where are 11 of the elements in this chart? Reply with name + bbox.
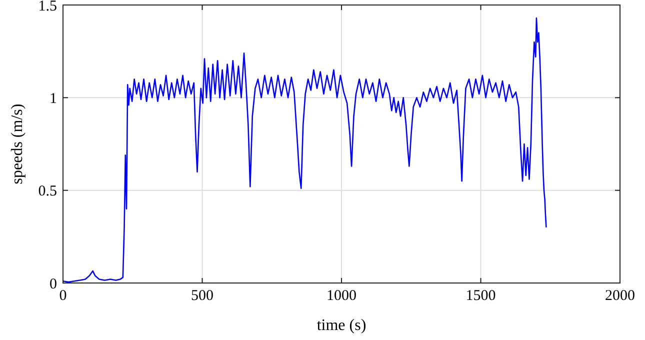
x-tick-label: 1000 [326,288,356,304]
x-axis-title: time (s) [316,317,366,334]
y-tick-label: 1 [50,90,57,107]
x-tick-label: 1500 [466,288,496,304]
y-tick-label: 0 [50,276,57,292]
line-series [63,17,547,283]
y-tick-label: 1.5 [38,0,57,14]
y-tick-label: 0.5 [38,184,57,200]
x-tick-label: 500 [191,288,214,304]
y-axis-title: speeds (m/s) [9,104,26,184]
x-tick-label: 2000 [605,288,635,304]
